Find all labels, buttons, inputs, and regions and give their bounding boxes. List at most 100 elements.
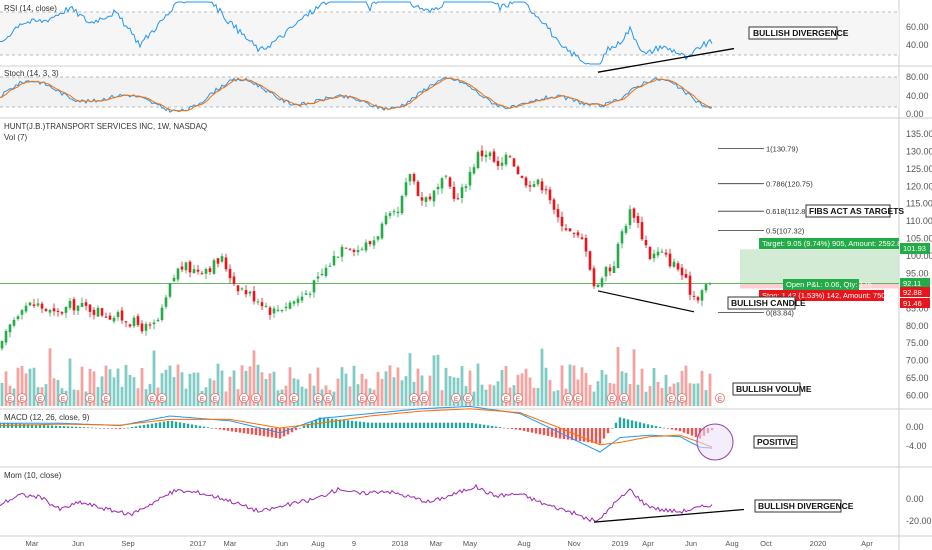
candle-up xyxy=(256,301,260,303)
volume-bar xyxy=(236,389,240,406)
earnings-marker xyxy=(607,393,617,403)
volume-bar xyxy=(648,386,652,406)
volume-bar xyxy=(240,365,244,406)
volume-bar xyxy=(588,384,592,406)
volume-bar xyxy=(304,388,308,406)
earnings-marker xyxy=(419,393,429,403)
volume-bar xyxy=(584,372,588,406)
candle-up xyxy=(656,251,660,256)
macd-histogram-bar xyxy=(590,428,594,443)
macd-histogram-bar xyxy=(182,423,186,428)
macd-histogram-bar xyxy=(538,428,542,435)
upper-price-label: 101.93 xyxy=(903,244,926,253)
earnings-marker xyxy=(197,393,207,403)
volume-bar xyxy=(56,380,60,406)
macd-histogram-bar xyxy=(438,422,442,428)
mom-tick: 0.00 xyxy=(906,494,924,504)
candle-down xyxy=(492,151,496,162)
earnings-marker xyxy=(513,393,523,403)
volume-bar xyxy=(244,370,248,406)
macd-histogram-bar xyxy=(362,422,366,428)
macd-histogram-bar xyxy=(382,422,386,428)
macd-histogram-bar xyxy=(174,421,178,428)
macd-annotation: POSITIVE xyxy=(757,437,797,447)
earnings-label: E xyxy=(370,396,375,403)
candle-up xyxy=(300,296,304,301)
earnings-label: E xyxy=(610,396,615,403)
candle-down xyxy=(544,189,548,191)
macd-histogram-bar xyxy=(258,428,262,436)
volume-bar xyxy=(684,365,688,406)
volume-bar xyxy=(640,368,644,406)
macd-histogram-bar xyxy=(442,422,446,428)
macd-histogram-bar xyxy=(126,427,130,429)
candle-down xyxy=(196,269,200,272)
price-tick: 115.00 xyxy=(906,199,932,209)
macd-histogram-bar xyxy=(198,425,202,428)
macd-histogram-bar xyxy=(610,428,614,429)
price-tick: 125.00 xyxy=(906,164,932,174)
candle-down xyxy=(688,275,692,295)
candle-up xyxy=(292,301,296,304)
rsi-annotation: BULLISH DIVERGENCE xyxy=(753,28,849,38)
macd-histogram-bar xyxy=(426,422,430,428)
candle-down xyxy=(180,266,184,270)
volume-bar xyxy=(680,370,684,406)
volume-bar xyxy=(448,376,452,406)
volume-bar xyxy=(552,391,556,406)
volume-bar xyxy=(632,349,636,406)
volume-bar xyxy=(576,379,580,406)
candle-up xyxy=(340,246,344,257)
volume-bar xyxy=(124,364,128,406)
time-tick: Sep xyxy=(121,539,134,548)
volume-bar xyxy=(604,374,608,406)
macd-histogram-bar xyxy=(586,428,590,443)
volume-bar xyxy=(168,365,172,406)
earnings-marker xyxy=(277,393,287,403)
macd-histogram-bar xyxy=(122,428,126,429)
candle-down xyxy=(140,323,144,332)
candle-down xyxy=(420,197,424,201)
candle-up xyxy=(376,236,380,240)
volume-bar xyxy=(432,355,436,406)
candles xyxy=(0,145,712,351)
price-tick: 95.00 xyxy=(906,268,929,278)
volume-bar xyxy=(436,354,440,406)
candle-up xyxy=(384,215,388,225)
macd-histogram-bar xyxy=(626,419,630,428)
candle-up xyxy=(444,175,448,177)
candle-up xyxy=(652,253,656,259)
earnings-label: E xyxy=(200,396,205,403)
earnings-marker xyxy=(58,393,68,403)
candle-down xyxy=(72,299,76,311)
volume-bar xyxy=(496,381,500,406)
candle-down xyxy=(676,263,680,270)
volume-bar xyxy=(352,365,356,406)
candle-down xyxy=(228,268,232,279)
candle-up xyxy=(144,323,148,331)
candle-annotation-box xyxy=(727,296,796,310)
volume-bar xyxy=(48,348,52,406)
volume-bar xyxy=(652,368,656,406)
volume-bar xyxy=(136,388,140,406)
macd-histogram-bar xyxy=(422,422,426,428)
volume-bar xyxy=(380,378,384,406)
stop-label-bg xyxy=(759,290,884,301)
price-tick: 60.00 xyxy=(906,391,929,401)
candle-down xyxy=(200,273,204,275)
time-tick: Oct xyxy=(760,539,773,548)
earnings-label: E xyxy=(422,396,427,403)
volume-bar xyxy=(504,365,508,406)
macd-histogram-bar xyxy=(42,425,46,428)
volume-bar xyxy=(316,367,320,406)
macd-histogram-bar xyxy=(666,428,670,429)
price-tick: 70.00 xyxy=(906,356,929,366)
candle-down xyxy=(32,304,36,306)
macd-histogram-bar xyxy=(566,428,570,440)
price-tick: 80.00 xyxy=(906,321,929,331)
macd-histogram-bar xyxy=(502,427,506,429)
macd-histogram-bar xyxy=(334,419,338,428)
rsi-tick: 60.00 xyxy=(906,22,929,32)
volume-bar xyxy=(408,353,412,406)
earnings-label: E xyxy=(669,396,674,403)
